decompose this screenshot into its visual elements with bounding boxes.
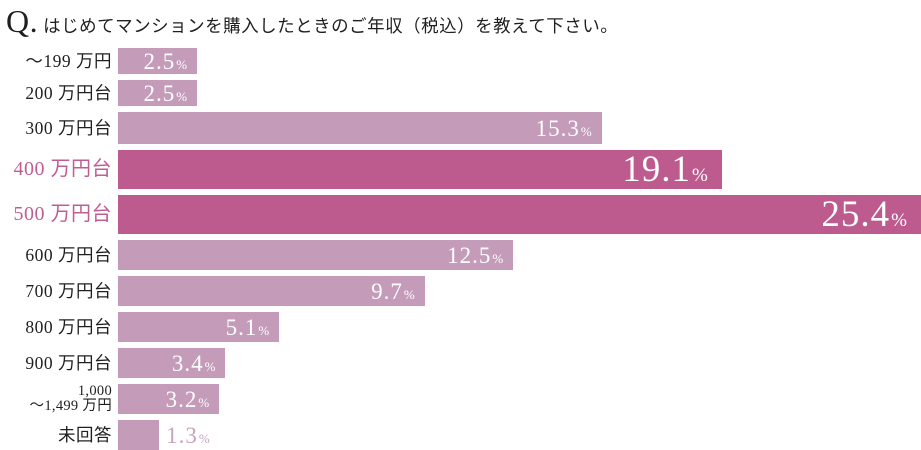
bar-value-number: 15.3 [535,115,580,141]
bar-track: 19.1% [118,150,921,189]
percent-sign: % [176,88,188,104]
bar-label: 500 万円台 [13,203,112,225]
bar-track: 3.2% [118,384,921,414]
bar-track: 25.4% [118,195,921,234]
bar-row: 500 万円台 25.4% [0,195,921,234]
percent-sign: % [580,123,592,139]
bar-value: 9.7% [371,280,415,303]
bar-row: 800 万円台 5.1% [0,312,921,342]
bar-value: 2.5% [143,82,187,105]
bar-value-number: 12.5 [447,242,492,268]
percent-sign: % [403,286,415,302]
bar-label: 800 万円台 [25,316,112,337]
percent-sign: % [176,56,188,72]
bar-value: 19.1% [622,151,708,188]
bar: 2.5% [118,48,198,74]
bar-label: 900 万円台 [25,352,112,373]
bar-value: 3.2% [166,388,210,411]
bar: 25.4% [118,195,921,234]
bar-row: 未回答 1.3% [0,420,921,450]
bar-label: 300 万円台 [25,117,112,138]
bar-track: 2.5% [118,80,921,106]
bar: 12.5% [118,240,514,270]
bar: 3.2% [118,384,220,414]
bar-value-number: 5.1 [225,314,258,340]
bar-value-number: 19.1 [622,149,691,190]
bar-row: 400 万円台 19.1% [0,150,921,189]
bar-value-number: 9.7 [371,278,403,304]
percent-sign: % [891,210,907,231]
bar-value: 15.3% [536,117,592,140]
bar-value: 3.4% [172,352,216,375]
bar-label: 1,000 ～1,499 万円 [0,382,112,414]
bar-value: 5.1% [226,316,270,339]
percent-sign: % [258,322,270,338]
bar-track: 3.4% [118,348,921,378]
bar-row: ～199 万円 2.5% [0,48,921,74]
bar-value-number: 3.4 [171,350,204,376]
question-mark-label: Q. [6,3,39,39]
percent-sign: % [198,430,210,446]
percent-sign: % [198,394,210,410]
bar-label: ～199 万円 [25,50,112,71]
bar-value: 25.4% [821,196,907,233]
bar-value-number: 2.5 [143,80,176,106]
bar-row: 700 万円台 9.7% [0,276,921,306]
bar-value: 2.5% [143,50,187,73]
bar-value-number: 2.5 [143,48,176,74]
percent-sign: % [492,250,504,266]
bar-label-line: 1,000 [77,382,112,399]
bar: 5.1% [118,312,280,342]
bar-row: 900 万円台 3.4% [0,348,921,378]
bar: 9.7% [118,276,425,306]
bar-track: 15.3% [118,112,921,144]
bar-label: 400 万円台 [13,158,112,180]
bar-track: 2.5% [118,48,921,74]
bar-label: 200 万円台 [25,82,112,103]
bar: 19.1% [118,150,722,189]
bar-value: 1.3% [166,424,210,447]
bar-row: 600 万円台 12.5% [0,240,921,270]
bar-value-number: 3.2 [165,386,198,412]
bar-track: 12.5% [118,240,921,270]
bar-track: 1.3% [118,420,921,450]
bar-row: 200 万円台 2.5% [0,80,921,106]
bar: 3.4% [118,348,226,378]
bar-row: 1,000 ～1,499 万円 3.2% [0,382,921,414]
bar-label-line: ～1,499 万円 [29,398,112,414]
bar [118,420,160,450]
chart-title: Q. はじめてマンションを購入したときのご年収（税込）を教えて下さい。 [0,0,921,42]
bar-value: 12.5% [447,244,503,267]
percent-sign: % [692,165,708,186]
bar-track: 5.1% [118,312,921,342]
bar-track: 9.7% [118,276,921,306]
bar: 2.5% [118,80,198,106]
bar: 15.3% [118,112,602,144]
bar-value-number: 25.4 [821,194,891,235]
bar-label: 未回答 [58,424,112,445]
bar-label: 600 万円台 [25,244,112,265]
bar-rows: ～199 万円 2.5% 200 万円台 2.5% 300 万円台 15.3% 400 万円… [0,48,921,450]
bar-value-number: 1.3 [166,422,198,448]
question-text: はじめてマンションを購入したときのご年収（税込）を教えて下さい。 [43,16,619,36]
bar-row: 300 万円台 15.3% [0,112,921,144]
bar-label: 700 万円台 [25,280,112,301]
percent-sign: % [204,358,216,374]
